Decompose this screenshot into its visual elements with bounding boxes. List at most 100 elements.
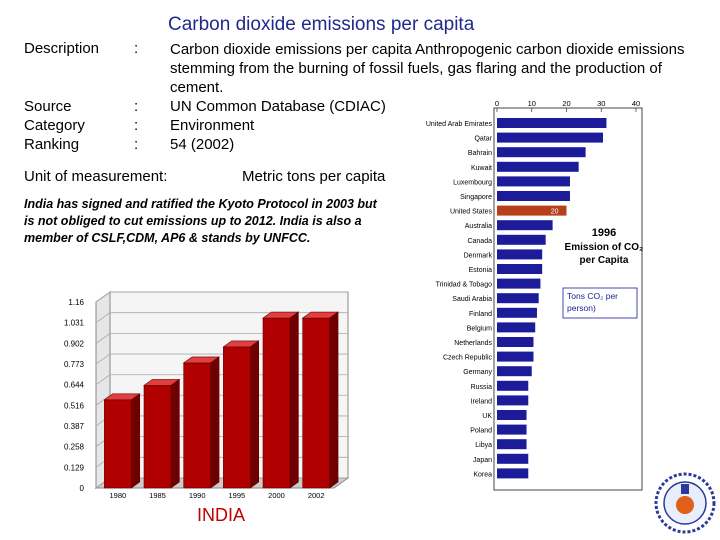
india-bar	[301, 311, 339, 489]
x-tick-label: 40	[632, 99, 640, 108]
country-label: United Arab Emirates	[426, 121, 493, 128]
country-bar	[497, 249, 543, 260]
country-bar	[497, 191, 570, 201]
x-tick-label: 30	[597, 99, 605, 108]
country-bar	[497, 453, 529, 464]
y-tick-label: 0.644	[64, 381, 85, 390]
country-bar	[497, 161, 579, 172]
country-bar	[497, 205, 567, 216]
country-bar	[497, 424, 527, 435]
chart-title-line3: per Capita	[580, 255, 629, 266]
y-tick-label: 0.773	[64, 360, 85, 369]
source-colon: :	[134, 98, 139, 115]
bar-side	[250, 340, 260, 489]
country-label: UK	[482, 413, 492, 420]
bar-side	[329, 311, 339, 489]
country-label: Qatar	[474, 136, 492, 143]
gridline	[95, 291, 348, 303]
country-bar	[497, 234, 546, 245]
y-tick-label: 1.16	[68, 298, 84, 307]
country-bar	[497, 118, 607, 128]
country-bar	[497, 264, 543, 274]
country-bar	[497, 395, 529, 406]
x-tick-label: 0	[495, 99, 499, 108]
x-tick-label: 2002	[308, 491, 325, 500]
description-colon: :	[134, 40, 139, 57]
india-bar	[143, 378, 181, 489]
y-tick-label: 0.902	[64, 339, 85, 348]
x-tick-label: 1995	[228, 491, 245, 500]
country-label: Finland	[469, 311, 492, 318]
india-bar	[103, 393, 141, 489]
bar-front	[143, 385, 172, 489]
category-value: Environment	[170, 117, 255, 134]
india-bar	[222, 340, 260, 489]
x-tick-label: 10	[528, 99, 536, 108]
y-tick-label: 0.516	[64, 401, 85, 410]
country-bar	[497, 337, 534, 347]
y-tick-label: 0.387	[64, 422, 85, 431]
country-label: Poland	[470, 428, 492, 435]
country-bar	[497, 380, 529, 391]
y-tick-label: 0	[80, 484, 85, 493]
ranking-label: Ranking	[24, 136, 80, 153]
country-bar	[497, 307, 537, 318]
country-label: United States	[450, 209, 493, 216]
country-bar	[497, 468, 529, 479]
ranking-colon: :	[134, 136, 139, 153]
x-tick-label: 2000	[268, 491, 285, 500]
country-label: Libya	[475, 442, 492, 449]
category-label: Category	[24, 117, 85, 134]
unit-value: Metric tons per capita	[242, 168, 386, 185]
country-bar	[497, 410, 527, 420]
bar-side	[170, 378, 180, 489]
unit-label: Unit of measurement:	[24, 168, 168, 185]
country-label: Denmark	[464, 252, 493, 259]
x-tick-label: 1985	[149, 491, 166, 500]
source-label: Source	[24, 98, 72, 115]
country-label: Canada	[467, 238, 492, 245]
source-value: UN Common Database (CDIAC)	[170, 98, 386, 115]
country-label: Belgium	[467, 325, 492, 332]
x-tick-label: 20	[562, 99, 570, 108]
country-label: Japan	[473, 457, 492, 464]
chart-title-line2: Emission of CO₂	[565, 242, 644, 253]
bar-front	[223, 346, 251, 489]
annotation-line2: person)	[567, 303, 596, 313]
country-label: Australia	[465, 223, 492, 230]
country-bar	[497, 293, 539, 304]
description-label: Description	[24, 40, 100, 57]
us-value-label: 20	[551, 209, 559, 216]
country-label: Netherlands	[454, 340, 492, 347]
y-tick-label: 0.258	[64, 443, 85, 452]
annotation-line1: Tons CO₂ per	[567, 291, 618, 301]
annotation-box	[562, 287, 638, 319]
country-bar	[497, 132, 603, 143]
country-label: Estonia	[469, 267, 492, 274]
country-label: Bahrain	[468, 150, 492, 157]
category-colon: :	[134, 117, 139, 134]
bar-side	[131, 393, 141, 489]
country-bar	[497, 351, 534, 362]
x-tick-label: 1990	[189, 491, 206, 500]
chart-title-year: 1996	[592, 227, 616, 239]
ranking-value: 54 (2002)	[170, 136, 235, 153]
gridline	[95, 312, 348, 324]
country-bar	[497, 147, 586, 158]
description-text: Carbon dioxide emissions per capita Anth…	[170, 41, 685, 96]
country-bar	[497, 220, 553, 231]
india-bar	[182, 356, 220, 489]
country-label: Trinidad & Tobago	[436, 282, 493, 289]
country-label: Ireland	[471, 398, 493, 405]
bar-side	[210, 356, 220, 489]
page-title: Carbon dioxide emissions per capita	[168, 14, 475, 35]
bar-front	[104, 399, 132, 489]
country-label: Saudi Arabia	[452, 296, 492, 303]
country-label: Singapore	[460, 194, 492, 201]
country-label: Luxembourg	[453, 179, 492, 186]
country-label: Kuwait	[471, 165, 492, 172]
india-caption: INDIA	[197, 505, 246, 525]
country-bar	[497, 278, 541, 289]
